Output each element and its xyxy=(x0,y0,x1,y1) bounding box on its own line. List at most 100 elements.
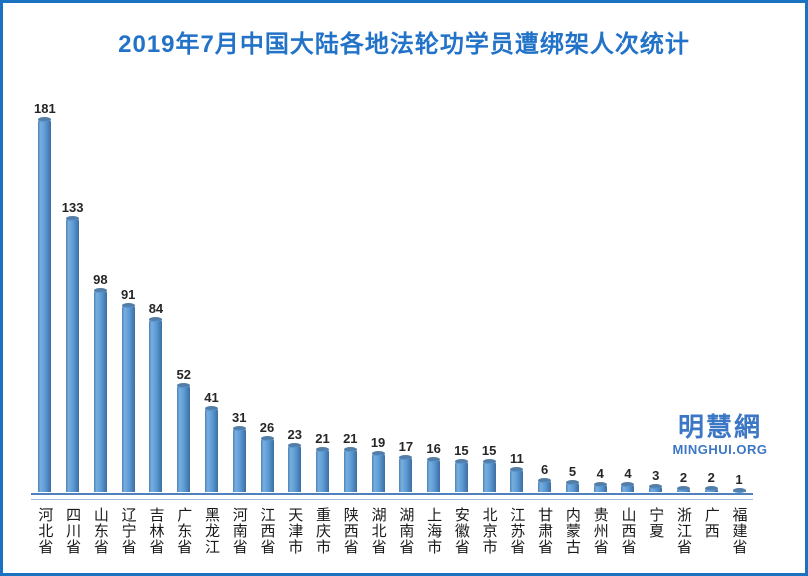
label-cell: 上海市 xyxy=(420,507,448,555)
category-label: 辽宁省 xyxy=(119,507,137,555)
label-cell: 贵州省 xyxy=(586,507,614,555)
bar-cap xyxy=(232,426,246,431)
bar-value-label: 2 xyxy=(707,470,715,485)
bar xyxy=(371,451,385,492)
bar-value-label: 133 xyxy=(61,200,84,215)
x-axis-line xyxy=(31,493,753,495)
bar-column: 91 xyxy=(114,98,142,492)
bar-cap xyxy=(704,486,718,491)
category-label: 湖北省 xyxy=(369,507,387,555)
label-cell: 宁夏 xyxy=(642,507,670,539)
bar xyxy=(316,447,330,492)
label-cell: 河南省 xyxy=(225,507,253,555)
label-cell: 山东省 xyxy=(87,507,115,555)
bar-cap xyxy=(593,482,607,487)
bar-column: 15 xyxy=(447,98,475,492)
bar-value-label: 5 xyxy=(568,464,577,479)
category-label: 广东省 xyxy=(175,507,193,555)
bar-value-label: 26 xyxy=(259,420,275,435)
bar-value-label: 15 xyxy=(481,443,497,458)
bar-value-label: 91 xyxy=(120,287,136,302)
category-label: 贵州省 xyxy=(591,507,609,555)
label-cell: 福建省 xyxy=(725,507,753,555)
bar xyxy=(704,486,718,492)
bar-value-label: 41 xyxy=(204,390,219,405)
bar xyxy=(621,482,635,492)
bar-column: 6 xyxy=(531,98,559,492)
bar xyxy=(38,117,52,492)
bar-value-label: 11 xyxy=(510,451,524,466)
category-label: 上海市 xyxy=(425,507,443,555)
category-labels-row: 河北省 四川省 山东省 辽宁省 吉林省 广东省 黑龙江 河南省 江西省 天津市 … xyxy=(31,507,753,555)
bar xyxy=(649,484,663,492)
label-cell: 甘肃省 xyxy=(531,507,559,555)
bar-cap xyxy=(454,459,468,464)
bar xyxy=(510,467,524,492)
label-cell: 天津市 xyxy=(281,507,309,555)
bar-column: 26 xyxy=(253,98,281,492)
category-label: 浙江省 xyxy=(674,507,692,555)
category-label: 广西 xyxy=(702,507,720,539)
label-cell: 吉林省 xyxy=(142,507,170,555)
bar-column: 15 xyxy=(475,98,503,492)
category-label: 山东省 xyxy=(91,507,109,555)
bar-value-label: 21 xyxy=(343,431,358,446)
category-label: 天津市 xyxy=(286,507,304,555)
bar-cap xyxy=(288,443,302,448)
bar-cap xyxy=(538,478,552,483)
bar-value-label: 21 xyxy=(315,431,330,446)
category-label: 江西省 xyxy=(258,507,276,555)
label-cell: 安徽省 xyxy=(447,507,475,555)
bar-cap xyxy=(93,288,107,293)
bar-value-label: 1 xyxy=(735,472,743,487)
category-label: 江苏省 xyxy=(508,507,526,555)
bar-column: 98 xyxy=(87,98,115,492)
bar-cap xyxy=(371,451,385,456)
label-cell: 辽宁省 xyxy=(114,507,142,555)
bar-cap xyxy=(204,406,218,411)
bar-value-label: 52 xyxy=(176,367,191,382)
bar-cap xyxy=(621,482,635,487)
bar-column: 4 xyxy=(586,98,614,492)
label-cell: 山西省 xyxy=(614,507,642,555)
x-axis-secondary-line xyxy=(31,499,753,500)
bar-cap xyxy=(316,447,330,452)
bar-column: 3 xyxy=(642,98,670,492)
bar-cap xyxy=(427,457,441,462)
chart-title: 2019年7月中国大陆各地法轮功学员遭绑架人次统计 xyxy=(118,31,690,58)
bar-cap xyxy=(649,484,663,489)
bar-value-label: 6 xyxy=(541,462,549,477)
bar xyxy=(565,480,579,492)
bar-column: 21 xyxy=(309,98,337,492)
bar-column: 181 xyxy=(31,98,59,492)
bar-value-label: 181 xyxy=(34,101,56,116)
category-label: 湖南省 xyxy=(397,507,415,555)
bar-value-label: 84 xyxy=(148,301,164,316)
bar-column: 133 xyxy=(59,98,87,492)
label-cell: 陕西省 xyxy=(336,507,364,555)
bar-column: 2 xyxy=(670,98,698,492)
bar-cap xyxy=(38,117,52,122)
bar xyxy=(93,288,107,492)
bar xyxy=(177,383,191,492)
label-cell: 内蒙古 xyxy=(559,507,587,555)
minghui-watermark: 明慧網 MINGHUI.ORG xyxy=(666,413,774,457)
minghui-logo-text: 明慧網 xyxy=(677,412,762,442)
bar xyxy=(427,457,441,492)
bar-value-label: 3 xyxy=(652,468,660,483)
bar xyxy=(288,443,302,492)
bar-column: 2 xyxy=(697,98,725,492)
bar xyxy=(593,482,607,492)
bar xyxy=(732,488,746,493)
bar-value-label: 19 xyxy=(370,435,386,450)
bar-column: 4 xyxy=(614,98,642,492)
category-label: 安徽省 xyxy=(452,507,470,555)
bar-column: 23 xyxy=(281,98,309,492)
bar-column: 41 xyxy=(198,98,226,492)
bar xyxy=(538,478,552,492)
bars-area: 181 133 98 91 84 52 41 xyxy=(31,98,753,493)
bar-cap xyxy=(260,436,274,441)
label-cell: 浙江省 xyxy=(670,507,698,555)
bar xyxy=(482,459,496,492)
